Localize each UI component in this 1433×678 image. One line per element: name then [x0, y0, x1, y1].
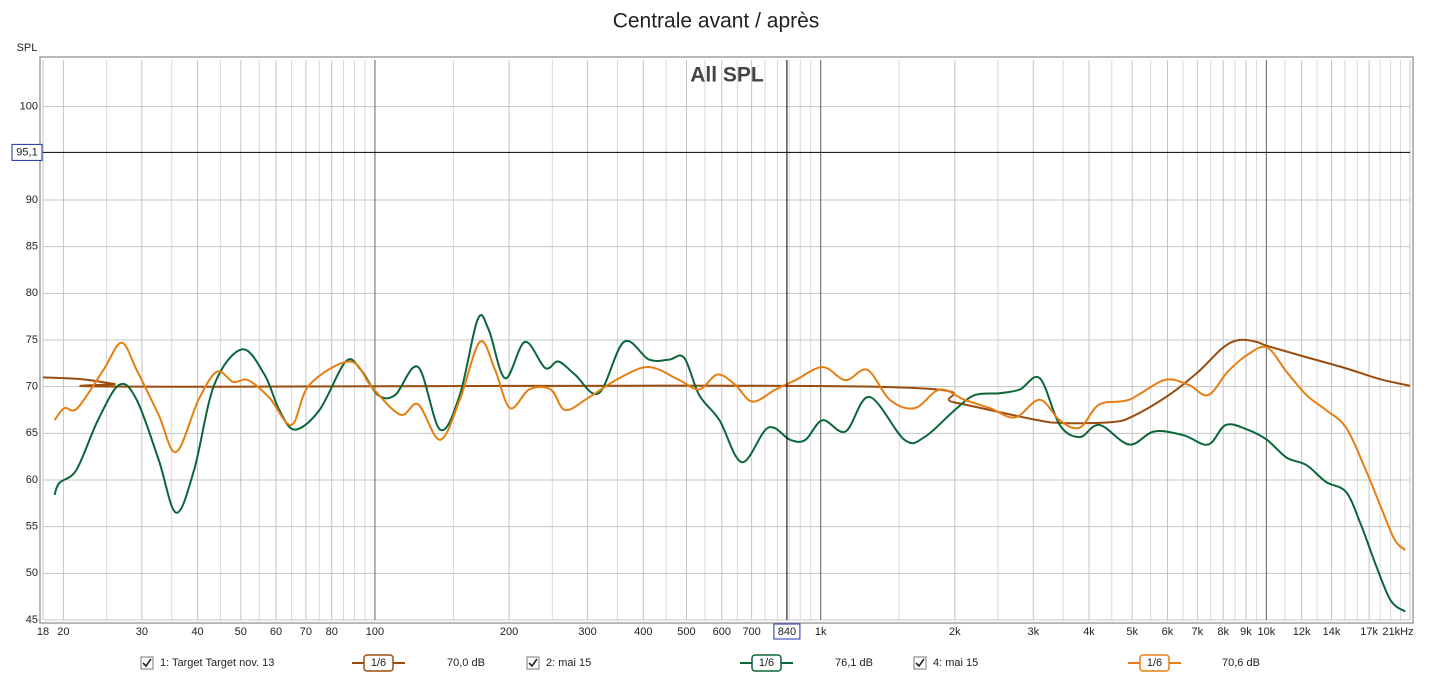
y-tick-label: 55: [26, 521, 38, 533]
x-tick-label: 17k: [1360, 626, 1378, 638]
legend-checkbox[interactable]: [140, 656, 154, 670]
series-line: [53, 340, 1407, 551]
legend-check: [528, 658, 538, 668]
y-tick-label: 85: [26, 241, 38, 253]
y-tick-label: 45: [26, 614, 38, 626]
plot-title: All SPL: [690, 64, 764, 87]
series-line: [53, 314, 1406, 613]
x-tick-label: 2k: [949, 626, 961, 638]
labels: 45 50 55 60 65 70 75 80 85 90 100 18 20 30 40 50 60 70 80 1…: [11, 101, 1414, 640]
x-tick-label: 18: [37, 626, 49, 638]
legend-level: 70,0 dB: [447, 657, 485, 669]
legend-check: [142, 658, 152, 668]
x-tick-label: 60: [270, 626, 282, 638]
legend: 1: Target Target nov. 13 1/6 70,0 dB 2: mai…: [140, 654, 1260, 672]
x-tick-label: 70: [300, 626, 312, 638]
legend-checkbox[interactable]: [526, 656, 540, 670]
lines: [42, 60, 1411, 620]
x-tick-label: 40: [191, 626, 203, 638]
x-tick-label: 4k: [1083, 626, 1095, 638]
legend-smoothing: 1/6: [759, 657, 774, 669]
x-tick-label: 6k: [1162, 626, 1174, 638]
legend-smoothing-box[interactable]: [751, 654, 782, 672]
x-tick-label: 21kHz: [1382, 626, 1413, 638]
legend-level: 70,6 dB: [1222, 657, 1260, 669]
x-tick-label: 50: [235, 626, 247, 638]
x-tick-label: 600: [713, 626, 731, 638]
y-tick-label: 100: [20, 101, 38, 113]
legend-smoothing-box[interactable]: [1139, 654, 1170, 672]
x-tick-label: 10k: [1258, 626, 1276, 638]
x-tick-label: 14k: [1323, 626, 1341, 638]
x-tick-label: 80: [326, 626, 338, 638]
legend-level: 76,1 dB: [835, 657, 873, 669]
y-tick-label: 90: [26, 194, 38, 206]
cursor-x-box: [773, 623, 801, 640]
y-tick-label: 80: [26, 287, 38, 299]
y-tick-label: 65: [26, 427, 38, 439]
x-tick-label: 500: [677, 626, 695, 638]
chart-title: Centrale avant / après: [613, 10, 820, 33]
x-tick-label: 1k: [815, 626, 827, 638]
x-tick-label: 700: [742, 626, 760, 638]
x-tick-label: 5k: [1126, 626, 1138, 638]
y-tick-label: 75: [26, 334, 38, 346]
x-tick-label: 20: [57, 626, 69, 638]
legend-smoothing: 1/6: [1147, 657, 1162, 669]
x-tick-label: 30: [136, 626, 148, 638]
legend-smoothing: 1/6: [371, 657, 386, 669]
y-axis-label: SPL: [17, 42, 38, 54]
x-tick-label: 3k: [1028, 626, 1040, 638]
x-tick-label: 9k: [1240, 626, 1252, 638]
x-tick-label: 200: [500, 626, 518, 638]
legend-check: [915, 658, 925, 668]
y-tick-label: 50: [26, 567, 38, 579]
series-line: [42, 338, 1411, 425]
legend-smoothing-box[interactable]: [363, 654, 394, 672]
x-tick-label: 100: [366, 626, 384, 638]
y-tick-label: 60: [26, 474, 38, 486]
grid: [42, 60, 1411, 621]
x-tick-label: 300: [578, 626, 596, 638]
x-tick-label: 12k: [1293, 626, 1311, 638]
cursor-y-label: 95,1: [16, 146, 37, 158]
y-tick-label: 70: [26, 381, 38, 393]
x-tick-label: 400: [634, 626, 652, 638]
cursor-y-box: [11, 143, 43, 161]
legend-checkbox[interactable]: [913, 656, 927, 670]
legend-label: 1: Target Target nov. 13: [160, 657, 274, 669]
x-tick-label: 8k: [1217, 626, 1229, 638]
legend-label: 4: mai 15: [933, 657, 978, 669]
x-tick-label: 7k: [1192, 626, 1204, 638]
legend-label: 2: mai 15: [546, 657, 591, 669]
cursor-x-label: 840: [778, 626, 796, 638]
